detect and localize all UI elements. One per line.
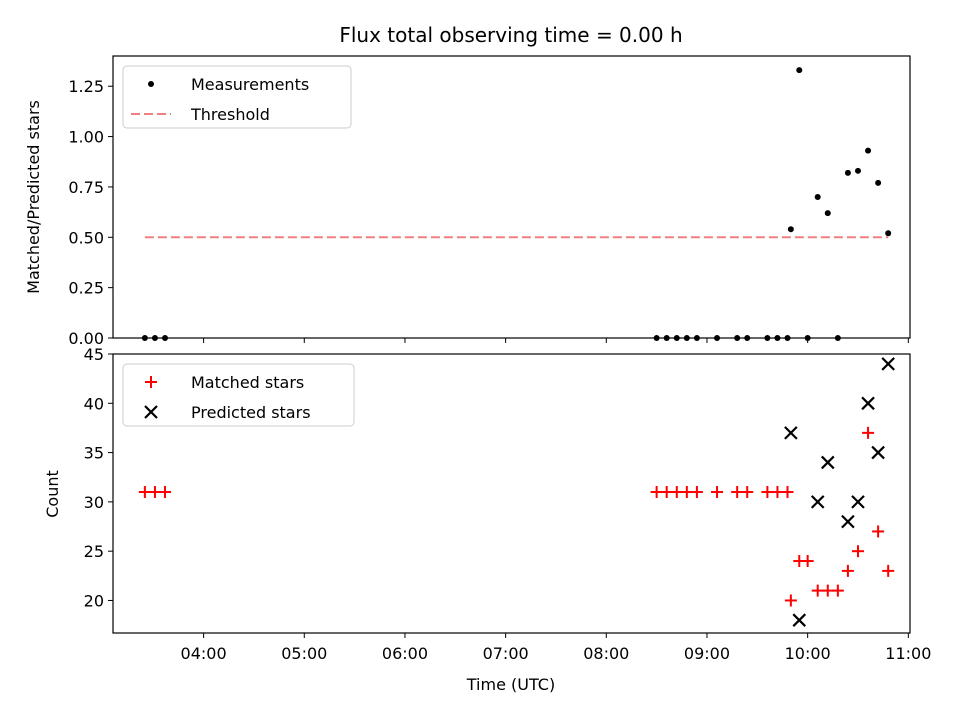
y-tick-label-1-0: 20: [84, 591, 104, 610]
series-1-1-point-2: [810, 495, 825, 509]
legend-box-0: [122, 65, 352, 129]
y-tick-label-1-2: 30: [84, 493, 104, 512]
x-tick-label-5: 09:00: [684, 644, 730, 663]
top-y-axis-label: Matched/Predicted stars: [24, 100, 43, 294]
series-1-1-point-4: [841, 514, 855, 529]
x-tick-label-2: 06:00: [382, 644, 428, 663]
series-1-0-point-16: [801, 555, 814, 568]
y-tick-label-1-1: 25: [84, 542, 104, 561]
series-1-0-point-3: [650, 486, 663, 499]
series-1-0-point-14: [784, 594, 797, 607]
series-0-0-point-22: [865, 147, 872, 154]
legend-1: Matched stars Predicted stars: [122, 363, 355, 427]
x-tick-label-1: 05:00: [281, 644, 327, 663]
series-1-0-point-7: [690, 486, 703, 499]
legend-marker-1-1: [144, 405, 158, 419]
legend-box-1: [122, 363, 355, 427]
series-1-0-point-20: [841, 564, 854, 577]
series-1-0-point-24: [882, 564, 895, 577]
y-tick-label-0-0: 0.00: [68, 329, 104, 348]
series-1-0-point-19: [831, 584, 844, 597]
top-chart-title: Flux total observing time = 0.00 h: [339, 23, 682, 47]
series-1-0-point-22: [862, 426, 875, 439]
y-tick-label-0-4: 1.00: [68, 128, 104, 147]
legend-0: Measurements Threshold: [122, 65, 352, 129]
series-0-0-point-24: [885, 230, 892, 237]
y-tick-label-1-5: 45: [84, 345, 104, 364]
series-1-0-point-0: [138, 486, 151, 499]
series-1-0-point-10: [741, 486, 754, 499]
y-tick-label-0-2: 0.50: [68, 228, 104, 247]
series-1-1-point-8: [881, 357, 895, 371]
series-1-0-point-8: [711, 486, 724, 499]
series-1-0-point-4: [660, 486, 673, 499]
plot-frame-0: [112, 55, 911, 339]
y-tick-label-1-4: 40: [84, 394, 104, 413]
legend-label-1-0: Matched stars: [191, 373, 304, 392]
x-tick-label-4: 08:00: [583, 644, 629, 663]
series-1-0-point-17: [811, 584, 824, 597]
legend-label-0-1: Threshold: [190, 105, 270, 124]
series-1-1-point-1: [792, 613, 807, 627]
series-1-1-point-7: [871, 445, 885, 460]
x-tick-label-0: 04:00: [181, 644, 227, 663]
series-0-0-point-17: [814, 194, 821, 200]
series-0-0-point-18: [824, 210, 831, 217]
x-tick-label-7: 11:00: [885, 644, 931, 663]
y-tick-label-0-1: 0.25: [68, 279, 104, 298]
series-1-1-point-6: [861, 396, 875, 411]
legend-label-1-1: Predicted stars: [191, 403, 311, 422]
series-1-0-point-2: [159, 486, 172, 499]
series-1-0-point-23: [872, 525, 885, 538]
series-0-0-point-21: [854, 167, 861, 174]
y-tick-label-1-3: 35: [84, 444, 104, 463]
legend-marker-0-0: [148, 81, 154, 87]
series-1-1-point-3: [821, 455, 835, 470]
series-0-0-point-23: [875, 179, 882, 186]
bottom-plot: 20 25 30 35 40 45 04:00 05:00 06:00 07:00 08:00 09:…: [84, 345, 932, 663]
series-1-0-point-9: [731, 486, 744, 499]
series-1-0-point-13: [781, 486, 794, 499]
series-1-0-point-5: [670, 486, 683, 499]
y-tick-label-0-5: 1.25: [68, 77, 104, 96]
series-1-1-point-0: [784, 426, 798, 440]
series-1-0-point-18: [821, 584, 834, 597]
x-tick-label-6: 10:00: [785, 644, 831, 663]
series-1-0-point-12: [771, 486, 784, 499]
series-1-0-point-6: [680, 486, 693, 499]
series-1-0-point-11: [761, 486, 774, 499]
series-1-0-point-21: [851, 545, 864, 558]
series-1-1-point-5: [851, 495, 865, 509]
top-plot: 0.00 0.25 0.50 0.75 1.00 1.25 Measurements Thre…: [68, 55, 911, 348]
series-1-0-point-1: [148, 486, 161, 499]
legend-label-0-0: Measurements: [191, 75, 309, 94]
y-tick-label-0-3: 0.75: [68, 178, 104, 197]
x-tick-label-3: 07:00: [483, 644, 529, 663]
series-0-0-point-20: [844, 169, 851, 176]
series-0-0-point-14: [787, 226, 794, 233]
series-0-0-point-15: [796, 67, 803, 74]
x-axis-label: Time (UTC): [466, 675, 555, 694]
bottom-y-axis-label: Count: [43, 470, 62, 518]
legend-marker-1-0: [145, 376, 157, 388]
plot-frame-1: [112, 353, 911, 634]
